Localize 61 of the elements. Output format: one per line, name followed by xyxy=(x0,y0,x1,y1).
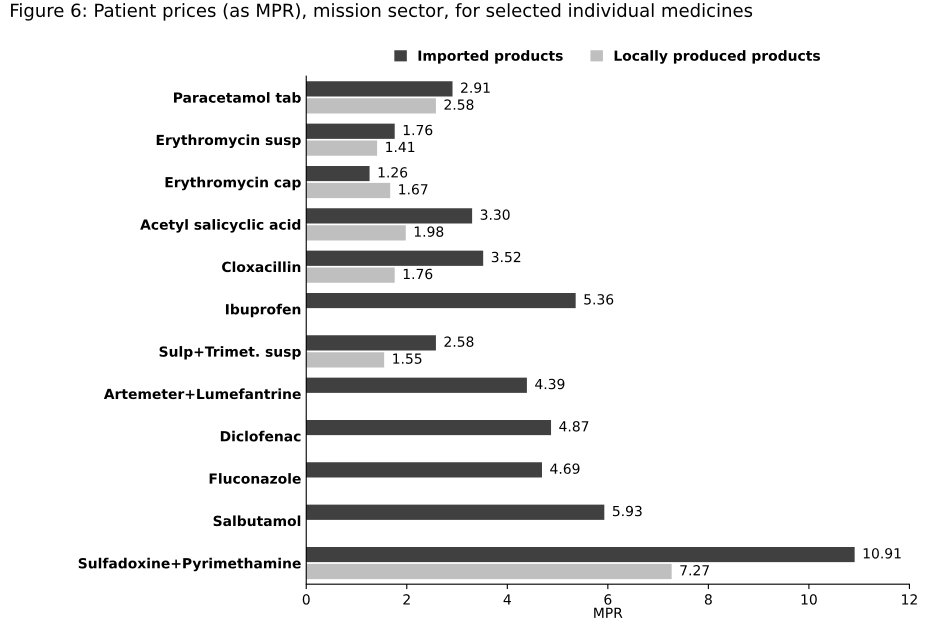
text: 3.30 xyxy=(480,209,510,220)
x-tick-label: 8 xyxy=(704,594,712,605)
text: 1.98 xyxy=(414,226,444,237)
text: 1.76 xyxy=(404,124,432,136)
bar xyxy=(306,208,472,224)
x-tick-label: 6 xyxy=(604,594,612,605)
text: 10.91 xyxy=(864,548,901,559)
bar xyxy=(306,182,390,198)
bar xyxy=(306,352,384,368)
y-tick-label: Fluconazole xyxy=(210,473,301,484)
bar xyxy=(306,564,672,580)
y-tick-label: Erythromycin cap xyxy=(166,176,301,190)
y-tick-label: Cloxacillin xyxy=(222,261,300,272)
x-axis-title: MPR xyxy=(594,608,622,618)
text: 5.36 xyxy=(584,294,614,305)
text: 1.55 xyxy=(393,354,422,364)
text: 5.93 xyxy=(612,506,642,516)
y-tick-label: Diclofenac xyxy=(220,430,300,442)
bar xyxy=(306,225,406,240)
bar xyxy=(306,292,576,308)
y-tick-label: Sulp+Trimet. susp xyxy=(160,346,301,360)
x-tick-label: 4 xyxy=(504,594,511,604)
text: 4.87 xyxy=(559,421,588,432)
text: 4.69 xyxy=(550,463,580,474)
text: 2.91 xyxy=(461,82,490,93)
y-tick-label: Erythromycin susp xyxy=(156,134,301,148)
chart-title: Figure 6: Patient prices (as MPR), mission sector, for selected individual medicines xyxy=(11,3,752,21)
y-tick-label: Acetyl salicyclic acid xyxy=(140,219,300,233)
bar xyxy=(306,462,542,478)
text: 2.58 xyxy=(444,99,474,110)
text: 3.52 xyxy=(492,252,520,262)
bar xyxy=(306,98,436,114)
text: 1.76 xyxy=(404,268,432,280)
y-tick-label: Sulfadoxine+Pyrimethamine xyxy=(78,558,301,572)
bar xyxy=(306,140,378,156)
y-tick-label: Salbutamol xyxy=(214,515,300,526)
y-tick-label: Artemeter+Lumefantrine xyxy=(104,388,301,400)
bar xyxy=(306,546,855,562)
text: 7.27 xyxy=(680,565,709,576)
bar xyxy=(306,166,370,182)
text: 1.41 xyxy=(386,142,414,152)
x-tick-label: 12 xyxy=(902,594,917,604)
bar xyxy=(306,268,395,283)
legend-label: Locally produced products xyxy=(614,50,820,64)
bar xyxy=(306,124,395,139)
y-tick-label: Ibuprofen xyxy=(226,304,300,318)
bar xyxy=(306,420,552,436)
bar xyxy=(306,504,604,520)
bar xyxy=(306,81,453,97)
x-tick-label: 10 xyxy=(802,594,817,605)
y-tick-label: Paracetamol tab xyxy=(174,92,301,103)
text: 2.58 xyxy=(444,336,474,347)
x-tick-label: 0 xyxy=(302,594,310,605)
text: 1.67 xyxy=(399,184,428,195)
x-tick-label: 2 xyxy=(403,594,410,604)
bar xyxy=(306,250,484,266)
text: 4.39 xyxy=(535,378,564,390)
legend-label: Imported products xyxy=(418,50,563,64)
text: 1.26 xyxy=(378,167,408,178)
bar xyxy=(306,378,527,393)
bar xyxy=(306,335,436,351)
